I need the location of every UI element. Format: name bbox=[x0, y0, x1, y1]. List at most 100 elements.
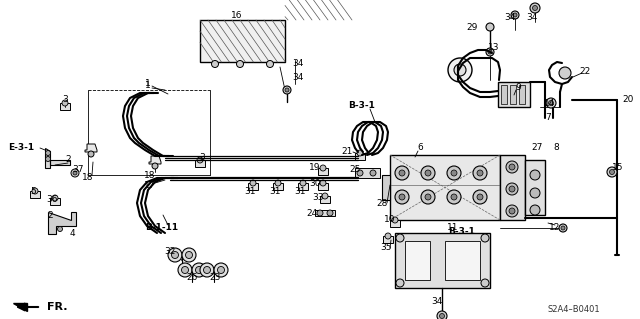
Text: 26: 26 bbox=[186, 273, 198, 283]
Circle shape bbox=[548, 100, 554, 106]
Circle shape bbox=[488, 50, 492, 54]
Circle shape bbox=[506, 205, 518, 217]
Polygon shape bbox=[395, 233, 490, 288]
Polygon shape bbox=[383, 236, 393, 243]
Text: 16: 16 bbox=[231, 11, 243, 19]
Circle shape bbox=[448, 58, 472, 82]
Text: 31: 31 bbox=[269, 188, 281, 197]
Circle shape bbox=[509, 208, 515, 214]
Circle shape bbox=[477, 170, 483, 176]
Text: 14: 14 bbox=[544, 99, 556, 108]
Text: 23: 23 bbox=[209, 273, 221, 283]
Circle shape bbox=[511, 11, 519, 19]
Circle shape bbox=[370, 170, 376, 176]
Polygon shape bbox=[390, 155, 500, 220]
Polygon shape bbox=[405, 241, 430, 280]
Text: 25: 25 bbox=[349, 166, 361, 174]
Circle shape bbox=[421, 166, 435, 180]
Text: 17: 17 bbox=[144, 181, 156, 189]
Circle shape bbox=[275, 180, 281, 186]
Polygon shape bbox=[149, 156, 161, 164]
Circle shape bbox=[447, 166, 461, 180]
Circle shape bbox=[73, 171, 77, 175]
Text: 34: 34 bbox=[431, 298, 443, 307]
Polygon shape bbox=[248, 183, 258, 190]
Circle shape bbox=[546, 98, 556, 108]
Polygon shape bbox=[355, 153, 365, 160]
Circle shape bbox=[559, 67, 571, 79]
Circle shape bbox=[399, 194, 405, 200]
Circle shape bbox=[168, 248, 182, 262]
Circle shape bbox=[322, 193, 328, 199]
Circle shape bbox=[71, 169, 79, 177]
Text: 18: 18 bbox=[83, 174, 93, 182]
Circle shape bbox=[561, 226, 565, 230]
Polygon shape bbox=[273, 183, 283, 190]
Circle shape bbox=[509, 164, 515, 170]
Text: 6: 6 bbox=[417, 144, 423, 152]
Text: S2A4–B0401: S2A4–B0401 bbox=[548, 306, 600, 315]
Text: 3: 3 bbox=[62, 95, 68, 105]
Text: 32: 32 bbox=[164, 248, 176, 256]
Text: 37: 37 bbox=[72, 166, 84, 174]
Text: B-3-1: B-3-1 bbox=[449, 227, 476, 236]
Circle shape bbox=[481, 279, 489, 287]
Circle shape bbox=[283, 86, 291, 94]
Circle shape bbox=[396, 234, 404, 242]
Circle shape bbox=[395, 166, 409, 180]
Circle shape bbox=[45, 157, 51, 161]
Text: 30: 30 bbox=[309, 179, 321, 188]
Text: 20: 20 bbox=[622, 95, 634, 105]
Circle shape bbox=[152, 163, 158, 169]
Text: 34: 34 bbox=[526, 13, 538, 23]
Text: 34: 34 bbox=[504, 13, 516, 23]
Text: 2: 2 bbox=[47, 211, 53, 220]
Circle shape bbox=[266, 61, 273, 68]
Circle shape bbox=[425, 194, 431, 200]
Circle shape bbox=[425, 170, 431, 176]
Circle shape bbox=[532, 5, 538, 11]
Polygon shape bbox=[195, 160, 205, 167]
Circle shape bbox=[197, 157, 203, 163]
Circle shape bbox=[214, 263, 228, 277]
Circle shape bbox=[195, 266, 202, 273]
Circle shape bbox=[300, 180, 306, 186]
Text: 5: 5 bbox=[30, 188, 36, 197]
Circle shape bbox=[451, 170, 457, 176]
Text: 15: 15 bbox=[612, 164, 624, 173]
Circle shape bbox=[454, 64, 466, 76]
Text: B-3-1: B-3-1 bbox=[349, 101, 376, 110]
Polygon shape bbox=[382, 175, 390, 200]
Text: 10: 10 bbox=[384, 216, 396, 225]
Text: 33: 33 bbox=[312, 194, 324, 203]
Polygon shape bbox=[501, 85, 507, 104]
Circle shape bbox=[357, 170, 363, 176]
Circle shape bbox=[317, 210, 323, 216]
Circle shape bbox=[530, 170, 540, 180]
Polygon shape bbox=[498, 82, 530, 107]
Polygon shape bbox=[445, 241, 480, 280]
Polygon shape bbox=[525, 160, 545, 215]
Circle shape bbox=[477, 194, 483, 200]
Text: 21: 21 bbox=[341, 147, 353, 157]
Polygon shape bbox=[45, 148, 70, 168]
Text: E-3-1: E-3-1 bbox=[8, 144, 34, 152]
Text: 9: 9 bbox=[515, 84, 521, 93]
Circle shape bbox=[45, 151, 51, 155]
Text: 22: 22 bbox=[579, 66, 591, 76]
Circle shape bbox=[392, 217, 398, 223]
Circle shape bbox=[437, 311, 447, 319]
Text: 29: 29 bbox=[467, 24, 477, 33]
Polygon shape bbox=[320, 196, 330, 203]
Circle shape bbox=[385, 233, 391, 239]
Circle shape bbox=[250, 180, 256, 186]
Polygon shape bbox=[30, 191, 40, 198]
Circle shape bbox=[88, 151, 94, 157]
Circle shape bbox=[357, 150, 363, 156]
Polygon shape bbox=[355, 168, 380, 178]
Polygon shape bbox=[318, 183, 328, 190]
Polygon shape bbox=[519, 85, 525, 104]
Circle shape bbox=[58, 226, 63, 232]
Text: 35: 35 bbox=[380, 243, 392, 253]
Circle shape bbox=[396, 279, 404, 287]
